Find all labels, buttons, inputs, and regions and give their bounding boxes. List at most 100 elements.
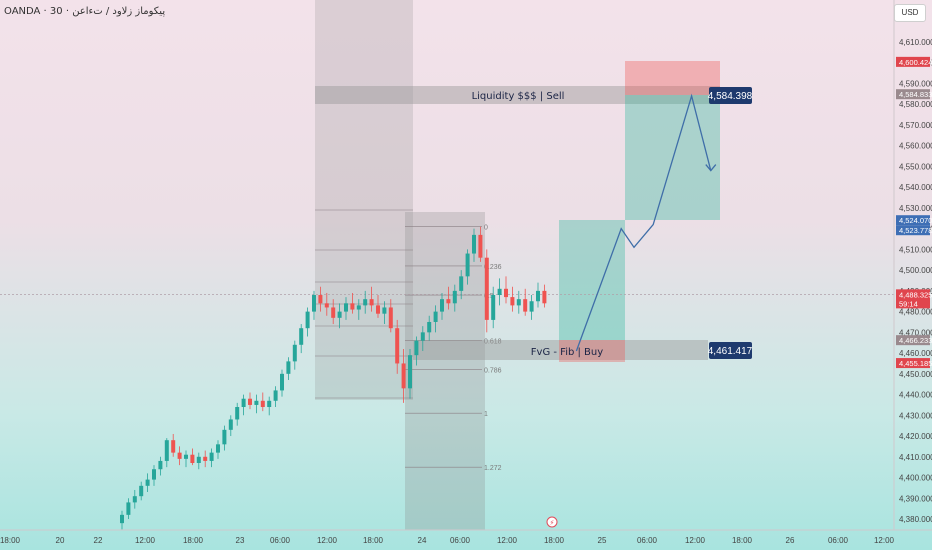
time-tick-label: 22: [94, 536, 103, 545]
candle-body: [356, 305, 361, 310]
candle-body: [312, 295, 316, 312]
price-tick-label: 4,530.000: [899, 204, 932, 213]
fvg-price: 4,461.417: [708, 346, 753, 357]
price-badge: [896, 215, 930, 226]
candle-body: [222, 429, 227, 445]
range-box-right: [405, 212, 485, 530]
candle-body: [344, 303, 348, 312]
time-tick-label: 20: [56, 536, 65, 545]
time-tick-label: 12:00: [317, 536, 338, 545]
candle-body: [216, 444, 220, 453]
candle-body: [536, 290, 540, 302]
candle-body: [177, 452, 182, 459]
price-tick-label: 4,400.000: [899, 474, 932, 483]
candle-body: [542, 290, 547, 304]
price-badge-label: 4,523.778: [899, 226, 932, 235]
fvg-label: FvG - Fib | Buy: [531, 347, 603, 358]
candle-body: [228, 419, 233, 430]
candle-body: [369, 299, 374, 306]
lightning-icon[interactable]: [546, 516, 558, 528]
sell-stop-zone: [625, 61, 720, 95]
time-axis[interactable]: 18:00 20 22 12:00 18:00 23 06:00 12:00 18:00 24 06…: [0, 516, 932, 545]
labels-layer: Liquidity $$$ | Sell FvG - Fib | Buy 4,584…: [472, 87, 753, 359]
fib-label: 1: [484, 411, 488, 418]
price-tick-label: 4,470.000: [899, 328, 932, 337]
price-tick-label: 4,430.000: [899, 411, 932, 420]
candle-body: [465, 253, 470, 277]
candle-body: [318, 295, 323, 304]
price-badge: [896, 289, 930, 309]
time-tick-label: 18:00: [363, 536, 384, 545]
price-badge: [896, 358, 930, 369]
price-badge: [896, 335, 930, 346]
candle-body: [478, 234, 483, 258]
time-tick-label: 23: [236, 536, 245, 545]
candle-body: [209, 452, 214, 461]
fvg-band: [413, 340, 708, 360]
candle-body: [299, 328, 304, 345]
price-tick-label: 4,570.000: [899, 121, 932, 130]
candle-body: [164, 440, 169, 461]
fib-label: 0.5: [484, 293, 494, 300]
candle-body: [420, 332, 425, 341]
time-tick-label: 12:00: [135, 536, 156, 545]
candle-body: [286, 361, 291, 374]
candle-body: [171, 440, 176, 453]
candle-body: [376, 305, 380, 314]
candle-body: [120, 514, 124, 524]
liquidity-band: [315, 86, 720, 104]
candle-body: [196, 456, 201, 464]
price-tick-label: 4,510.000: [899, 245, 932, 254]
time-tick-label: 26: [786, 536, 795, 545]
candle-body: [395, 328, 400, 364]
price-tick-label: 4,540.000: [899, 183, 932, 192]
price-badge: [896, 225, 930, 236]
projection-layer: [575, 93, 717, 352]
candle-body: [139, 485, 144, 497]
candle-body: [203, 456, 208, 461]
time-tick-label: 18:00: [544, 536, 565, 545]
time-tick-label: 06:00: [270, 536, 291, 545]
symbol-title: OANDA · 30 · پیکوماز زلاود / ت‌ءاعن: [4, 6, 166, 17]
price-badge-label: 4,524.070: [899, 216, 932, 225]
candle-body: [459, 276, 464, 291]
liquidity-price-badge: [709, 87, 752, 104]
price-badge-label: 4,584.833: [899, 90, 932, 99]
fib-label: 1.272: [484, 465, 502, 472]
candle-body: [523, 299, 528, 312]
time-tick-label: 25: [598, 536, 607, 545]
projection-path: [575, 93, 712, 352]
candle-body: [324, 303, 329, 308]
price-tick-label: 4,580.000: [899, 100, 932, 109]
candle-body: [440, 299, 444, 312]
candle-body: [337, 311, 342, 318]
price-axis[interactable]: 4,610.0004,600.0004,590.0004,580.0004,57…: [893, 0, 932, 530]
price-badge-label: 4,466.233: [899, 336, 932, 345]
price-tick-label: 4,390.000: [899, 494, 932, 503]
candle-body: [241, 398, 246, 408]
fib-label: 0.786: [484, 368, 502, 375]
price-badge: [896, 89, 930, 100]
candle-body: [184, 454, 188, 459]
time-tick-label: 24: [418, 536, 427, 545]
time-tick-label: 12:00: [874, 536, 895, 545]
price-tick-label: 4,590.000: [899, 79, 932, 88]
time-tick-label: 12:00: [497, 536, 518, 545]
candle-body: [497, 288, 502, 296]
price-tick-label: 4,460.000: [899, 349, 932, 358]
fvg-price-badge: [709, 342, 752, 359]
candle-body: [472, 234, 476, 254]
currency-button[interactable]: USD: [894, 4, 926, 22]
candle-body: [158, 460, 163, 470]
fib-label: 0.236: [484, 264, 502, 271]
countdown-label: 59:14: [899, 299, 918, 308]
fib-label: 0: [484, 225, 488, 232]
price-tick-label: 4,420.000: [899, 432, 932, 441]
sell-target-zone: [625, 95, 720, 220]
candle-body: [516, 299, 521, 306]
candle-body: [529, 301, 534, 312]
candle-body: [446, 299, 451, 304]
candles-layer: [120, 226, 547, 530]
candle-body: [273, 390, 278, 401]
